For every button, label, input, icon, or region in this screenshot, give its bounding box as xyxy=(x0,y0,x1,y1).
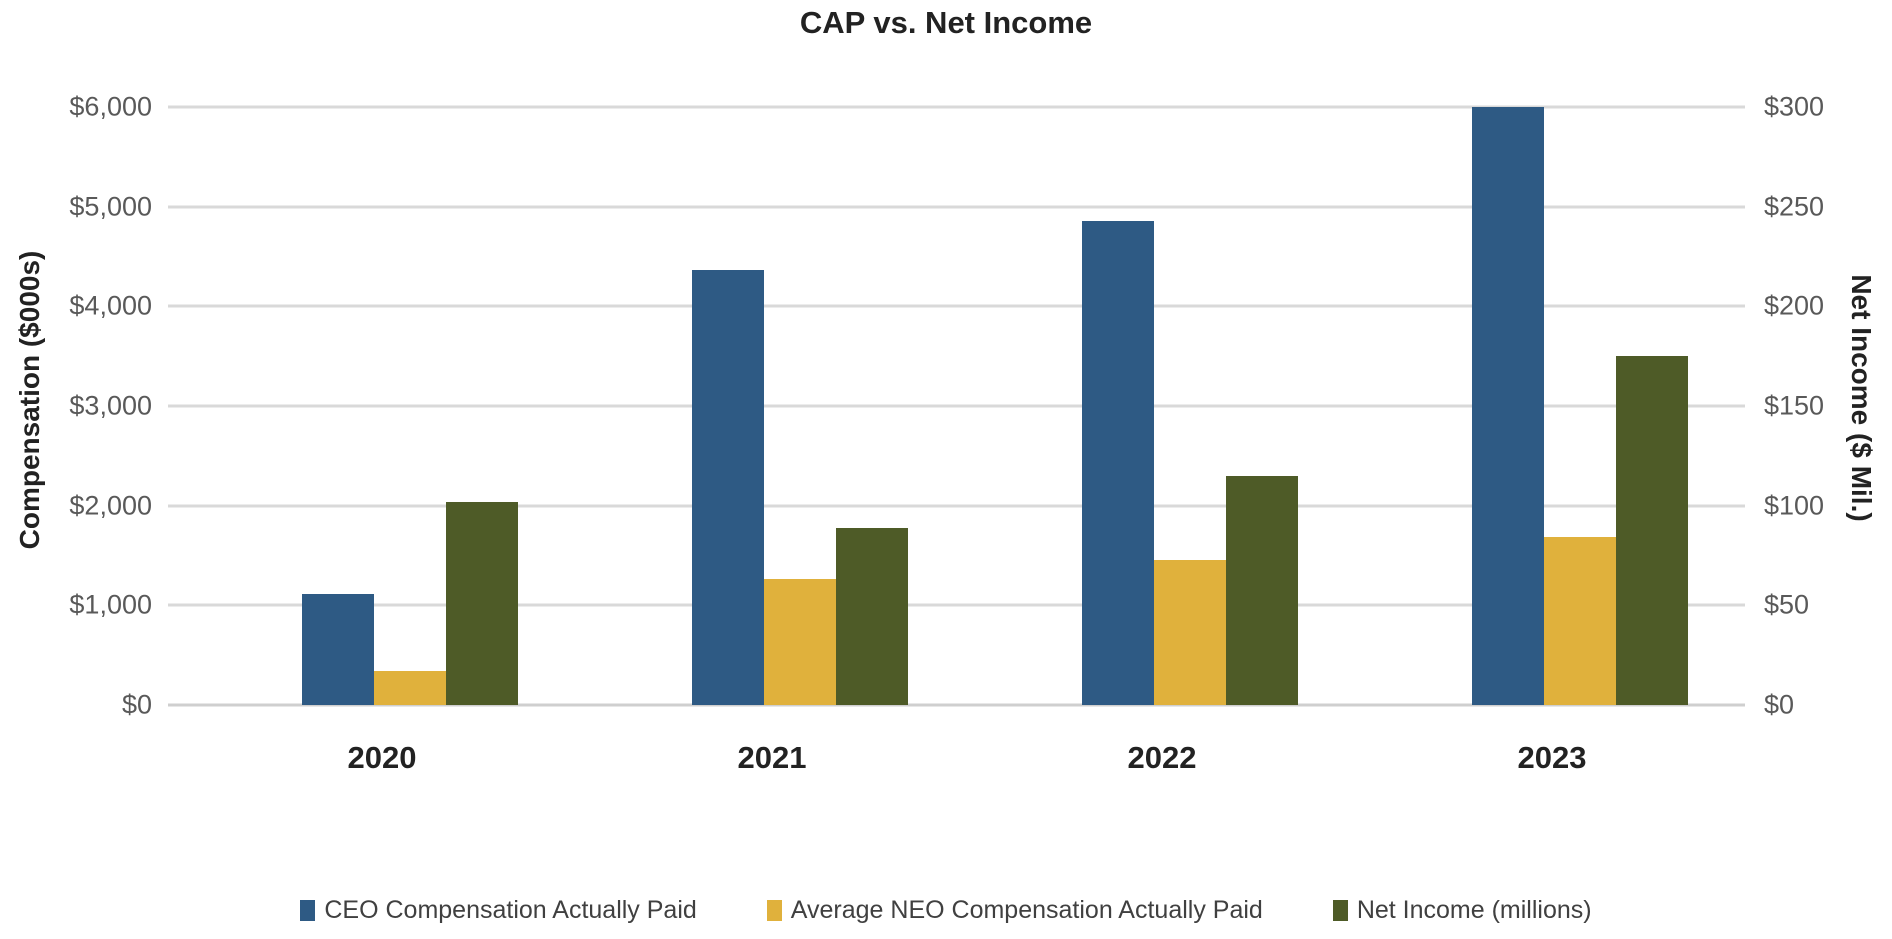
left-axis-tick-label: $2,000 xyxy=(69,490,152,521)
right-axis-tick-label: $0 xyxy=(1764,689,1795,720)
gridline xyxy=(168,205,1745,209)
bar-net-income-millions-2020 xyxy=(446,501,518,705)
right-axis-tick-label: $50 xyxy=(1764,589,1810,620)
right-axis-tick-label: $250 xyxy=(1764,191,1825,222)
legend-swatch-average-neo-compensation-actually-paid xyxy=(766,900,782,921)
bar-ceo-compensation-actually-paid-2022 xyxy=(1082,220,1154,705)
legend-label: Average NEO Compensation Actually Paid xyxy=(790,896,1263,924)
x-axis-label-2021: 2021 xyxy=(737,740,807,775)
bar-average-neo-compensation-actually-paid-2020 xyxy=(374,671,446,705)
plot-area xyxy=(168,105,1745,707)
bar-net-income-millions-2022 xyxy=(1226,475,1298,705)
x-axis-label-2023: 2023 xyxy=(1517,740,1587,775)
right-axis-tick-label: $300 xyxy=(1764,91,1825,122)
right-axis-tick-label: $100 xyxy=(1764,490,1825,521)
legend-label: CEO Compensation Actually Paid xyxy=(324,896,697,924)
gridline xyxy=(168,304,1745,308)
bar-net-income-millions-2021 xyxy=(836,527,908,705)
bar-ceo-compensation-actually-paid-2023 xyxy=(1472,107,1544,705)
x-axis-line xyxy=(168,703,1745,707)
bar-ceo-compensation-actually-paid-2021 xyxy=(692,269,764,705)
legend-swatch-net-income-millions xyxy=(1332,900,1348,921)
left-axis-tick-label: $6,000 xyxy=(69,91,152,122)
legend-item-net-income-millions: Net Income (millions) xyxy=(1332,896,1592,925)
right-axis-tick-label: $200 xyxy=(1764,290,1825,321)
legend: CEO Compensation Actually Paid Average NE… xyxy=(0,896,1892,925)
bar-average-neo-compensation-actually-paid-2021 xyxy=(764,579,836,705)
chart-title: CAP vs. Net Income xyxy=(799,5,1093,40)
left-axis-tick-label: $0 xyxy=(121,689,152,720)
legend-item-average-neo-compensation-actually-paid: Average NEO Compensation Actually Paid xyxy=(766,896,1263,925)
bar-net-income-millions-2023 xyxy=(1616,356,1688,705)
left-axis-tick-label: $4,000 xyxy=(69,290,152,321)
gridline xyxy=(168,504,1745,508)
left-axis-tick-label: $3,000 xyxy=(69,390,152,421)
right-axis-title: Net Income ($ Mil.) xyxy=(1846,274,1877,522)
legend-swatch-ceo-compensation-actually-paid xyxy=(300,900,316,921)
gridline xyxy=(168,105,1745,109)
left-axis-tick-label: $1,000 xyxy=(69,589,152,620)
left-axis-tick-label: $5,000 xyxy=(69,191,152,222)
gridline xyxy=(168,603,1745,607)
x-axis-label-2022: 2022 xyxy=(1127,740,1197,775)
bar-ceo-compensation-actually-paid-2020 xyxy=(302,594,374,705)
legend-label: Net Income (millions) xyxy=(1356,896,1592,924)
right-axis-tick-label: $150 xyxy=(1764,390,1825,421)
x-axis-label-2020: 2020 xyxy=(347,740,417,775)
bar-average-neo-compensation-actually-paid-2023 xyxy=(1544,536,1616,705)
legend-item-ceo-compensation-actually-paid: CEO Compensation Actually Paid xyxy=(300,896,697,925)
gridline xyxy=(168,404,1745,408)
bar-average-neo-compensation-actually-paid-2022 xyxy=(1154,559,1226,705)
